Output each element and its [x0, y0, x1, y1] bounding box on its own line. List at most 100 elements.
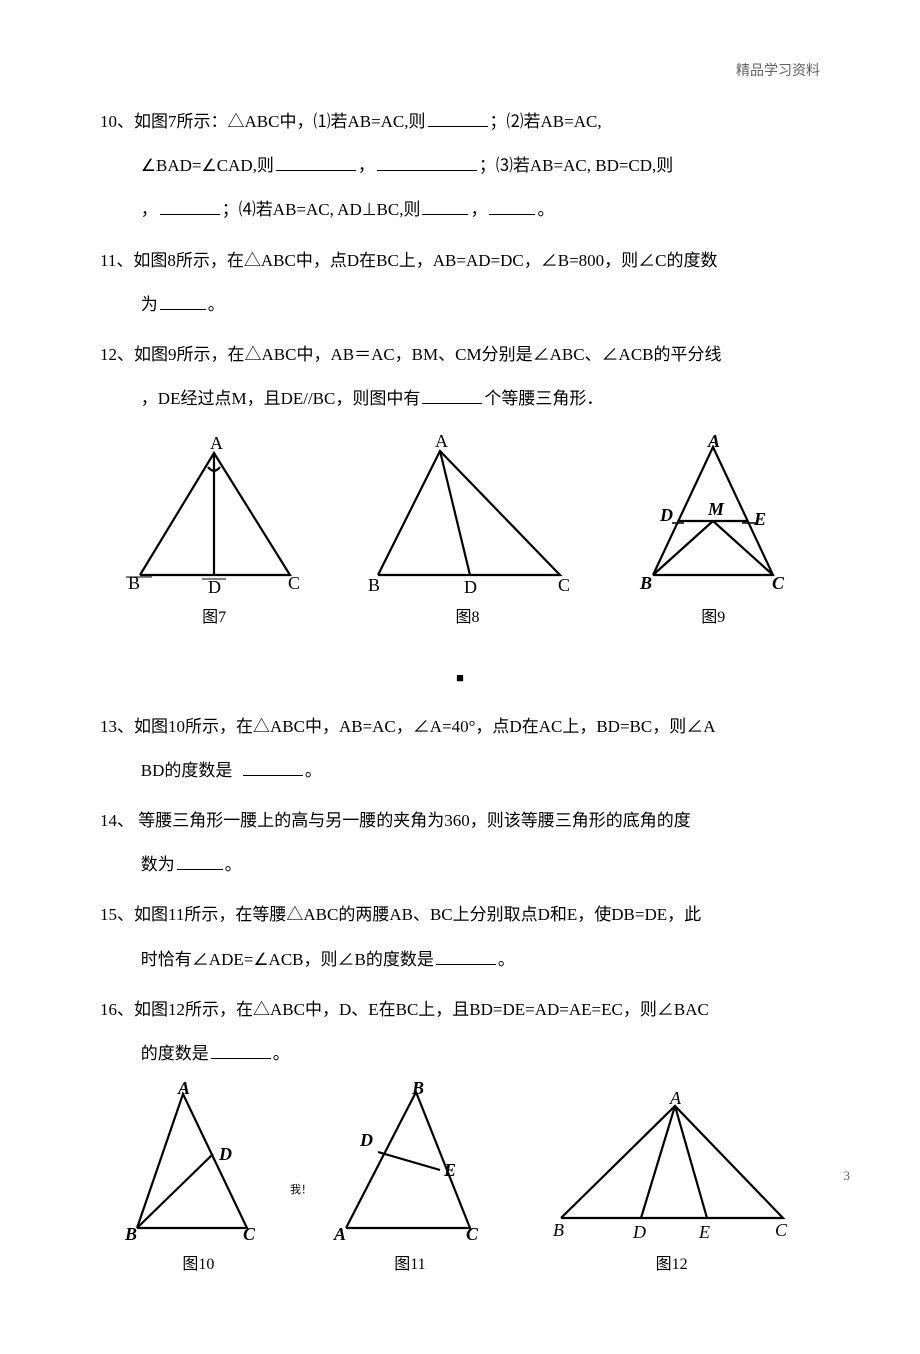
question-12: 12、如图9所示，在△ABC中，AB＝AC，BM、CM分别是∠ABC、∠ACB的… — [100, 333, 820, 421]
label-B: B — [639, 573, 652, 593]
question-15: 15、如图11所示，在等腰△ABC的两腰AB、BC上分别取点D和E，使DB=DE… — [100, 893, 820, 981]
blank — [422, 197, 468, 215]
blank — [428, 109, 488, 127]
label-E: E — [443, 1160, 456, 1180]
q10-l1a: 如图7所示：△ABC中，⑴若AB=AC,则 — [134, 112, 426, 131]
q11-num: 11、 — [100, 251, 133, 270]
q15-l2a: 时恰有∠ADE=∠ACB，则∠B的度数是 — [141, 950, 434, 969]
label-A: A — [333, 1224, 346, 1242]
label-A: A — [210, 435, 223, 453]
q10-l1b: ；⑵若AB=AC, — [490, 112, 602, 131]
fig10-caption: 图10 — [182, 1244, 214, 1286]
label-B: B — [128, 573, 140, 593]
label-E: E — [753, 509, 766, 529]
q16-l2a: 的度数是 — [141, 1044, 209, 1063]
label-B: B — [124, 1224, 137, 1242]
blank — [422, 386, 482, 404]
q15-l2b: 。 — [498, 950, 515, 969]
question-16: 16、如图12所示，在△ABC中，D、E在BC上，且BD=DE=AD=AE=EC… — [100, 988, 820, 1076]
q12-num: 12、 — [100, 345, 134, 364]
label-C: C — [243, 1224, 256, 1242]
figure-12: A B D E C 图12 — [547, 1092, 797, 1286]
q10-l2a: ∠BAD=∠CAD,则 — [141, 156, 274, 175]
label-B: B — [411, 1082, 424, 1098]
label-A: A — [707, 435, 720, 451]
blank — [160, 292, 206, 310]
fig8-svg: A B D C — [360, 435, 575, 595]
q12-l1: 如图9所示，在△ABC中，AB＝AC，BM、CM分别是∠ABC、∠ACB的平分线 — [134, 345, 722, 364]
fig10-svg: A D B C — [123, 1082, 273, 1242]
q11-l1: 如图8所示，在△ABC中，点D在BC上，AB=AD=DC，∠B=800，则∠C的… — [133, 251, 717, 270]
question-13: 13、如图10所示，在△ABC中，AB=AC，∠A=40°，点D在AC上，BD=… — [100, 705, 820, 793]
blank — [177, 852, 223, 870]
q10-num: 10、 — [100, 112, 134, 131]
fig9-caption: 图9 — [701, 597, 725, 639]
label-D: D — [632, 1222, 646, 1242]
question-11: 11、如图8所示，在△ABC中，点D在BC上，AB=AD=DC，∠B=800，则… — [100, 239, 820, 327]
q14-l1: 等腰三角形一腰上的高与另一腰的夹角为360，则该等腰三角形的底角的度 — [134, 811, 691, 830]
figure-10: A D B C 图10 — [123, 1082, 273, 1286]
fig12-caption: 图12 — [656, 1244, 688, 1286]
fig7-caption: 图7 — [202, 597, 226, 639]
q16-num: 16、 — [100, 1000, 134, 1019]
label-A: A — [435, 435, 448, 451]
q15-num: 15、 — [100, 905, 134, 924]
page: 精品学习资料 10、如图7所示：△ABC中，⑴若AB=AC,则 ；⑵若AB=AC,… — [0, 0, 920, 1354]
label-A: A — [669, 1092, 682, 1108]
blank — [211, 1041, 271, 1059]
label-C: C — [558, 575, 570, 595]
label-D: D — [208, 577, 221, 595]
figure-8: A B D C 图8 — [360, 435, 575, 639]
fig11-caption: 图11 — [394, 1244, 425, 1286]
page-number: 3 — [844, 1168, 851, 1184]
figure-7: A B D C 图7 — [122, 435, 307, 639]
fig7-svg: A B D C — [122, 435, 307, 595]
question-14: 14、 等腰三角形一腰上的高与另一腰的夹角为360，则该等腰三角形的底角的度 数… — [100, 799, 820, 887]
q16-l1: 如图12所示，在△ABC中，D、E在BC上，且BD=DE=AD=AE=EC，则∠… — [134, 1000, 709, 1019]
header-right: 精品学习资料 — [736, 60, 820, 80]
question-10: 10、如图7所示：△ABC中，⑴若AB=AC,则 ；⑵若AB=AC, ∠BAD=∠… — [100, 100, 820, 233]
label-C: C — [288, 573, 300, 593]
q11-l2b: 。 — [208, 295, 225, 314]
blank — [489, 197, 535, 215]
label-B: B — [553, 1220, 564, 1240]
q11-l2a: 为 — [141, 295, 158, 314]
label-D: D — [464, 577, 477, 595]
label-D: D — [218, 1144, 232, 1164]
q12-l2a: ，DE经过点M，且DE//BC，则图中有 — [141, 389, 421, 408]
label-C: C — [772, 573, 785, 593]
footnote: 我！ — [290, 1181, 312, 1197]
fig8-caption: 图8 — [455, 597, 479, 639]
label-D: D — [359, 1130, 373, 1150]
q15-l1: 如图11所示，在等腰△ABC的两腰AB、BC上分别取点D和E，使DB=DE，此 — [134, 905, 701, 924]
q13-num: 13、 — [100, 717, 134, 736]
center-mark: ■ — [100, 661, 820, 695]
q13-l2b: 。 — [305, 761, 322, 780]
q10-l3c: ， — [470, 200, 487, 219]
figure-9: A D M E B C 图9 — [628, 435, 798, 639]
fig9-svg: A D M E B C — [628, 435, 798, 595]
q14-num: 14、 — [100, 811, 134, 830]
content: 10、如图7所示：△ABC中，⑴若AB=AC,则 ；⑵若AB=AC, ∠BAD=∠… — [100, 100, 820, 1286]
label-C: C — [775, 1220, 788, 1240]
blank — [276, 153, 356, 171]
blank — [377, 153, 477, 171]
fig11-svg: B D E A C — [330, 1082, 490, 1242]
q10-l2c: ；⑶若AB=AC, BD=CD,则 — [479, 156, 673, 175]
label-A: A — [177, 1082, 190, 1098]
figure-11: B D E A C 图11 — [330, 1082, 490, 1286]
q14-l2b: 。 — [225, 855, 242, 874]
label-D: D — [659, 505, 673, 525]
fig12-svg: A B D E C — [547, 1092, 797, 1242]
q12-l2b: 个等腰三角形． — [484, 389, 603, 408]
figures-row-2: A D B C 图10 B D — [100, 1082, 820, 1286]
q10-l3d: 。 — [537, 200, 554, 219]
blank — [243, 758, 303, 776]
label-C: C — [466, 1224, 479, 1242]
blank — [160, 197, 220, 215]
q10-l3a: ， — [141, 200, 158, 219]
label-B: B — [368, 575, 380, 595]
q13-l1: 如图10所示，在△ABC中，AB=AC，∠A=40°，点D在AC上，BD=BC，… — [134, 717, 716, 736]
q16-l2b: 。 — [273, 1044, 290, 1063]
label-M: M — [707, 499, 725, 519]
